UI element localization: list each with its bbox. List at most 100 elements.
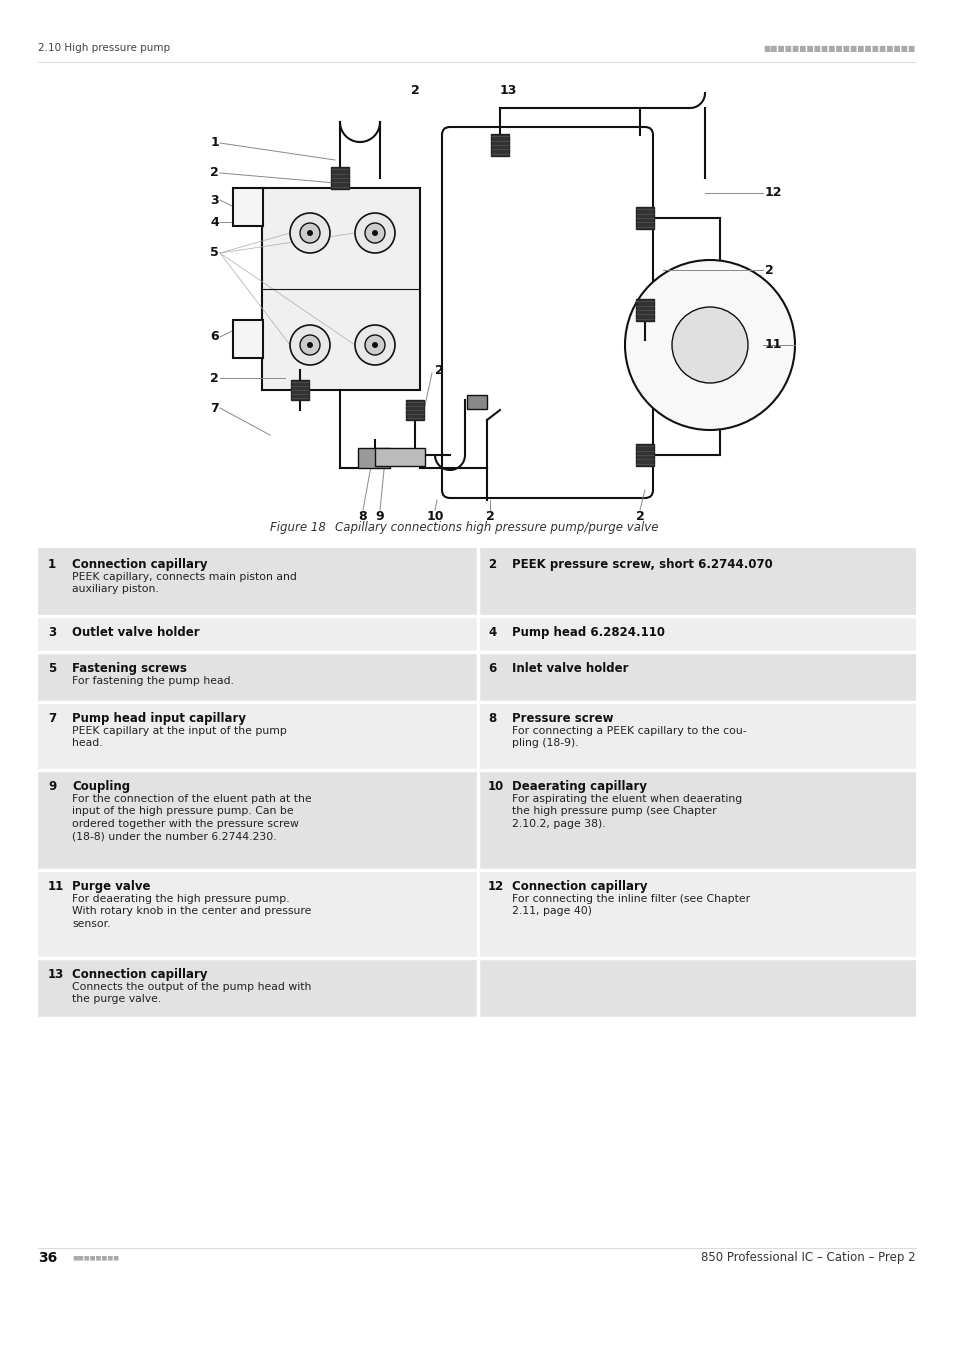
Text: 6: 6 [488, 662, 496, 675]
Text: 5: 5 [48, 662, 56, 675]
Bar [467, 396, 486, 409]
Text: Pressure screw: Pressure screw [512, 711, 613, 725]
Text: Capillary connections high pressure pump/purge valve: Capillary connections high pressure pump… [319, 521, 658, 535]
Text: Purge valve: Purge valve [71, 880, 151, 892]
Circle shape [307, 230, 313, 236]
Text: 11: 11 [764, 339, 781, 351]
Text: 2.10 High pressure pump: 2.10 High pressure pump [38, 43, 170, 53]
Text: 10: 10 [426, 510, 443, 522]
Bar [477, 769, 915, 869]
Text: 2: 2 [635, 510, 643, 522]
Text: 2: 2 [488, 558, 496, 571]
Bar [38, 616, 477, 652]
Text: PEEK capillary, connects main piston and
auxiliary piston.: PEEK capillary, connects main piston and… [71, 572, 296, 594]
Text: 3: 3 [48, 626, 56, 639]
Text: 1: 1 [210, 136, 219, 150]
Text: 7: 7 [210, 401, 219, 414]
Text: 850 Professional IC – Cation – Prep 2: 850 Professional IC – Cation – Prep 2 [700, 1251, 915, 1265]
Bar [491, 134, 509, 157]
Bar [38, 652, 477, 702]
Circle shape [372, 230, 377, 236]
Circle shape [624, 261, 794, 431]
Text: 6: 6 [211, 331, 219, 343]
Circle shape [355, 325, 395, 364]
Text: 36: 36 [38, 1251, 57, 1265]
Text: Figure 18: Figure 18 [270, 521, 326, 535]
Text: 3: 3 [211, 193, 219, 207]
Text: For deaerating the high pressure pump.
With rotary knob in the center and pressu: For deaerating the high pressure pump. W… [71, 894, 311, 929]
Circle shape [365, 223, 385, 243]
Bar [331, 167, 349, 189]
Text: 11: 11 [48, 880, 64, 892]
Text: For connecting the inline filter (see Chapter
2.11, page 40): For connecting the inline filter (see Ch… [512, 894, 749, 917]
Bar [233, 320, 263, 358]
Text: 5: 5 [210, 247, 219, 259]
Text: 13: 13 [498, 84, 517, 96]
Text: 2: 2 [210, 371, 219, 385]
Bar [406, 400, 423, 420]
Text: 8: 8 [358, 510, 367, 522]
Circle shape [372, 342, 377, 348]
Text: Inlet valve holder: Inlet valve holder [512, 662, 628, 675]
Text: Pump head input capillary: Pump head input capillary [71, 711, 246, 725]
Bar [477, 616, 915, 652]
Bar [357, 448, 390, 468]
Bar [636, 298, 654, 321]
Text: Coupling: Coupling [71, 780, 130, 792]
Text: 2: 2 [410, 84, 419, 96]
Text: Fastening screws: Fastening screws [71, 662, 187, 675]
Text: Outlet valve holder: Outlet valve holder [71, 626, 199, 639]
Text: 8: 8 [488, 711, 496, 725]
Bar [291, 379, 309, 400]
Bar [477, 548, 915, 616]
Bar [477, 958, 915, 1018]
Text: 2: 2 [210, 166, 219, 180]
Bar [233, 188, 263, 225]
Bar [477, 702, 915, 769]
Circle shape [365, 335, 385, 355]
Circle shape [355, 213, 395, 252]
Text: Connection capillary: Connection capillary [71, 968, 208, 981]
Text: PEEK capillary at the input of the pump
head.: PEEK capillary at the input of the pump … [71, 726, 287, 748]
Bar [38, 548, 477, 616]
Bar [636, 444, 654, 466]
Bar [38, 702, 477, 769]
Text: Connection capillary: Connection capillary [71, 558, 208, 571]
Bar [477, 869, 915, 958]
Circle shape [290, 325, 330, 364]
Text: For fastening the pump head.: For fastening the pump head. [71, 676, 233, 686]
Circle shape [299, 335, 319, 355]
Text: 13: 13 [48, 968, 64, 981]
Bar [636, 207, 654, 230]
Bar [477, 652, 915, 702]
Bar [262, 188, 419, 390]
Text: 2: 2 [764, 263, 773, 277]
Text: Connects the output of the pump head with
the purge valve.: Connects the output of the pump head wit… [71, 981, 311, 1004]
Text: 2: 2 [485, 510, 494, 522]
Text: 4: 4 [210, 216, 219, 228]
Text: Pump head 6.2824.110: Pump head 6.2824.110 [512, 626, 664, 639]
Text: For aspirating the eluent when deaerating
the high pressure pump (see Chapter
2.: For aspirating the eluent when deaeratin… [512, 794, 741, 829]
Text: 1: 1 [48, 558, 56, 571]
Circle shape [307, 342, 313, 348]
Bar [38, 769, 477, 869]
Bar [38, 869, 477, 958]
Text: ■■■■■■■■: ■■■■■■■■ [71, 1256, 119, 1261]
Text: Deaerating capillary: Deaerating capillary [512, 780, 646, 792]
Text: For connecting a PEEK capillary to the cou-
pling (18-9).: For connecting a PEEK capillary to the c… [512, 726, 746, 748]
Bar [375, 448, 424, 466]
Text: 9: 9 [48, 780, 56, 792]
Circle shape [290, 213, 330, 252]
Text: PEEK pressure screw, short 6.2744.070: PEEK pressure screw, short 6.2744.070 [512, 558, 772, 571]
Text: 10: 10 [488, 780, 504, 792]
Circle shape [671, 306, 747, 383]
Text: 4: 4 [488, 626, 496, 639]
Text: 2: 2 [435, 363, 443, 377]
Text: 9: 9 [375, 510, 384, 522]
Circle shape [299, 223, 319, 243]
Text: Connection capillary: Connection capillary [512, 880, 647, 892]
Text: For the connection of the eluent path at the
input of the high pressure pump. Ca: For the connection of the eluent path at… [71, 794, 312, 841]
Text: 12: 12 [488, 880, 504, 892]
Text: ■■■■■■■■■■■■■■■■■■■■■: ■■■■■■■■■■■■■■■■■■■■■ [763, 43, 915, 53]
Bar [38, 958, 477, 1018]
